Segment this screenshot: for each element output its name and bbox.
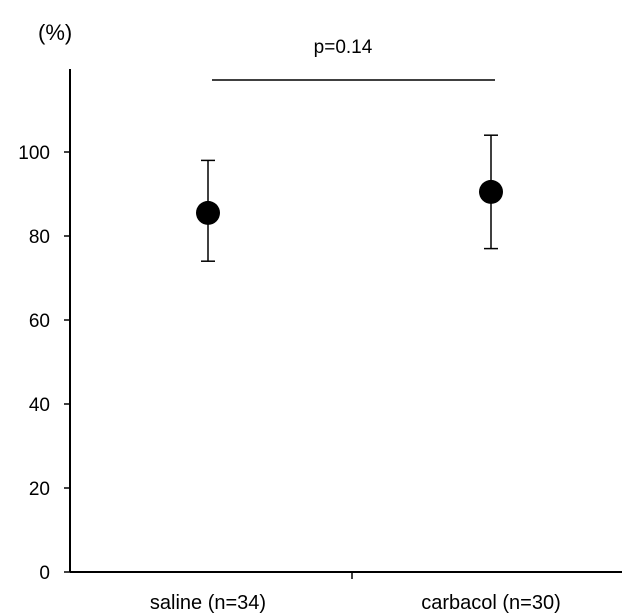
data-points [196, 134, 503, 262]
y-unit-label: (%) [38, 20, 72, 45]
y-tick-label: 100 [18, 143, 50, 164]
data-point-group [196, 159, 220, 262]
y-tick-label: 0 [39, 563, 50, 584]
x-category-label: saline (n=34) [150, 592, 266, 614]
significance-bracket: p=0.14 [212, 37, 495, 81]
y-tick-label: 60 [29, 311, 50, 332]
y-axis: 0 20 40 60 80 100 [18, 69, 71, 584]
x-axis: saline (n=34) carbacol (n=30) [70, 571, 622, 614]
y-tick-label: 80 [29, 227, 50, 248]
y-tick-label: 20 [29, 479, 50, 500]
x-category-label: carbacol (n=30) [421, 592, 561, 614]
y-tick-label: 40 [29, 395, 50, 416]
data-point-group [479, 134, 503, 250]
p-value-label: p=0.14 [314, 37, 373, 58]
mean-point [196, 200, 220, 225]
mean-point [479, 179, 503, 204]
